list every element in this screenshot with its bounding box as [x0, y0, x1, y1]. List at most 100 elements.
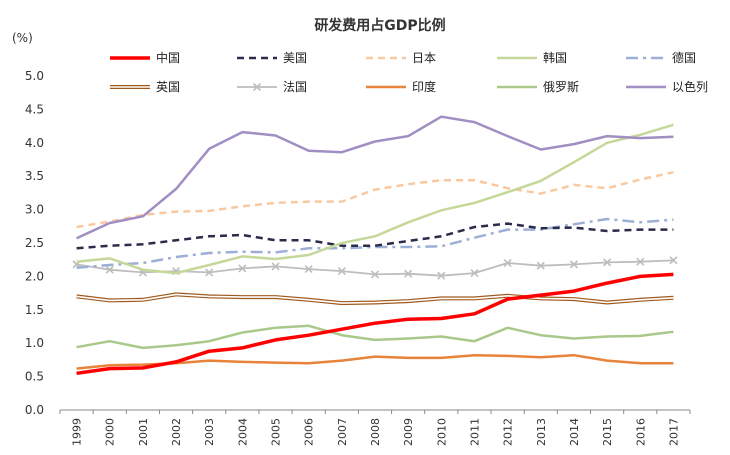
series-line: [76, 123, 674, 275]
data-point: [672, 218, 674, 220]
y-tick-label: 1.0: [25, 336, 44, 350]
data-point: [109, 299, 111, 301]
data-point: [440, 179, 442, 181]
y-tick-label: 2.5: [25, 236, 44, 250]
data-point: [75, 261, 77, 263]
data-point: [606, 359, 608, 361]
data-point: [639, 228, 641, 230]
data-point: [241, 296, 243, 298]
data-point: [241, 234, 243, 236]
series-line-inner: [76, 293, 674, 304]
x-tick-label: 2007: [336, 418, 349, 446]
legend-marker: [252, 82, 262, 92]
data-point: [573, 184, 575, 186]
data-point: [175, 293, 177, 295]
data-point: [75, 267, 77, 269]
series-印度: [76, 353, 674, 370]
x-tick-label: 2017: [667, 418, 680, 446]
data-point: [274, 134, 276, 136]
data-point: [109, 222, 111, 224]
data-point: [536, 261, 545, 270]
x-tick-label: 2003: [203, 418, 216, 446]
data-point: [274, 251, 276, 253]
data-point: [639, 335, 641, 337]
data-point: [307, 362, 309, 364]
series-法国: [72, 256, 678, 280]
data-point: [109, 367, 111, 369]
data-point: [473, 202, 475, 204]
data-point: [208, 340, 210, 342]
legend-item: 中国: [110, 50, 180, 65]
data-point: [407, 221, 409, 223]
data-point: [573, 226, 575, 228]
legend-label: 中国: [156, 50, 180, 65]
data-point: [109, 264, 111, 266]
data-point: [506, 327, 508, 329]
series-韩国: [75, 123, 674, 275]
data-point: [142, 269, 144, 271]
data-point: [569, 260, 579, 269]
data-point: [639, 137, 641, 139]
data-point: [573, 143, 575, 145]
legend-item: 德国: [626, 50, 696, 65]
data-point: [374, 235, 376, 237]
data-point: [440, 245, 442, 247]
data-point: [241, 131, 243, 133]
data-point: [606, 335, 608, 337]
legend-label: 印度: [412, 79, 436, 94]
legend-item: 日本: [366, 51, 436, 65]
data-point: [606, 218, 608, 220]
data-point: [639, 275, 641, 277]
series-line: [76, 324, 674, 350]
data-point: [374, 244, 376, 246]
data-point: [473, 340, 475, 342]
data-point: [672, 331, 674, 333]
y-tick-label: 5.0: [25, 69, 44, 83]
x-tick-label: 2005: [270, 418, 283, 446]
data-point: [105, 265, 114, 274]
data-point: [672, 228, 674, 230]
data-point: [506, 222, 508, 224]
data-point: [573, 337, 575, 339]
data-point: [271, 262, 280, 271]
data-point: [274, 361, 276, 363]
data-point: [407, 300, 409, 302]
data-point: [307, 247, 309, 249]
data-point: [540, 356, 542, 358]
data-point: [341, 334, 343, 336]
data-point: [241, 250, 243, 252]
data-point: [639, 362, 641, 364]
data-point: [540, 192, 542, 194]
data-point: [175, 210, 177, 212]
data-point: [274, 239, 276, 241]
data-point: [142, 215, 144, 217]
data-point: [407, 135, 409, 137]
data-point: [109, 364, 111, 366]
data-point: [374, 339, 376, 341]
data-point: [307, 334, 309, 336]
data-point: [540, 297, 542, 299]
y-axis-unit-label: (%): [12, 31, 33, 45]
data-point: [603, 258, 612, 267]
data-point: [440, 116, 442, 118]
y-tick-label: 1.5: [25, 303, 44, 317]
data-point: [639, 178, 641, 180]
legend-item: 美国: [237, 51, 307, 65]
data-point: [404, 269, 413, 278]
data-point: [573, 298, 575, 300]
data-point: [175, 188, 177, 190]
data-point: [506, 298, 508, 300]
data-point: [337, 266, 346, 276]
data-point: [142, 243, 144, 245]
data-point: [473, 354, 475, 356]
x-tick-label: 2008: [369, 418, 382, 446]
data-point: [672, 124, 674, 126]
data-point: [341, 302, 343, 304]
data-point: [241, 361, 243, 363]
data-point: [506, 187, 508, 189]
data-point: [208, 148, 210, 150]
data-point: [473, 179, 475, 181]
data-point: [473, 297, 475, 299]
x-tick-label: 1999: [71, 418, 84, 446]
